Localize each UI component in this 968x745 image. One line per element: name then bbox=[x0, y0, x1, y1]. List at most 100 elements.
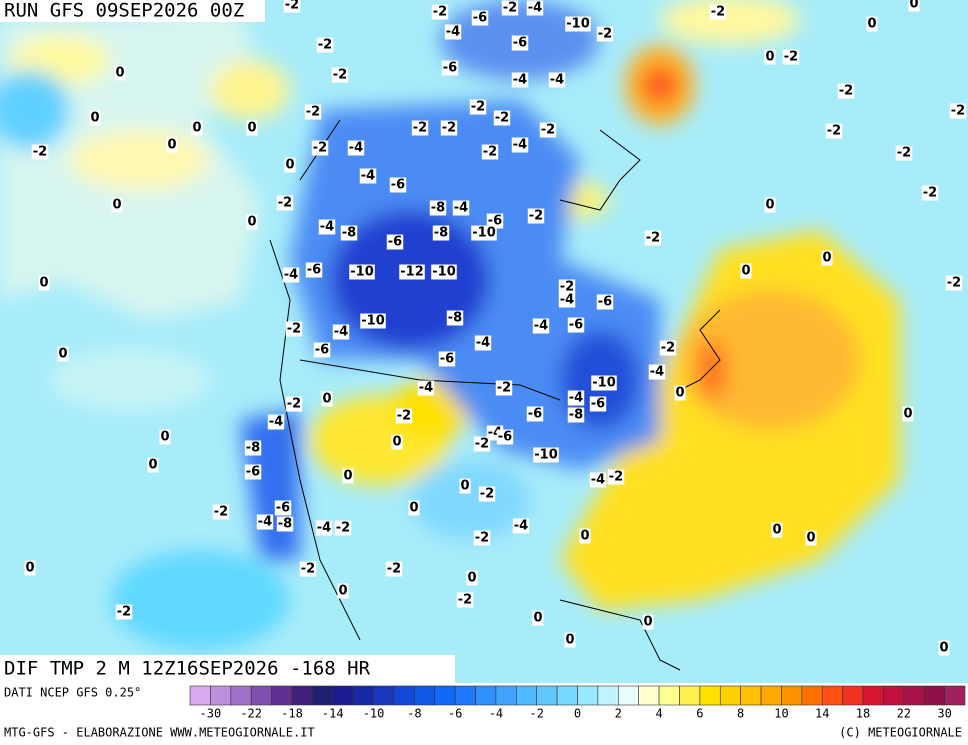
colorbar-tick-label: -22 bbox=[240, 707, 262, 721]
contour-label: -6 bbox=[569, 318, 583, 333]
contour-label-box bbox=[486, 213, 504, 229]
contour-label-box bbox=[446, 310, 464, 326]
contour-label: 0 bbox=[247, 121, 256, 136]
contour-label: -10 bbox=[592, 376, 616, 391]
contour-label-box bbox=[305, 262, 323, 278]
contour-label: -4 bbox=[284, 268, 298, 283]
contour-label-box bbox=[539, 122, 557, 138]
contour-label: -2 bbox=[497, 381, 511, 396]
contour-label-box bbox=[596, 26, 614, 42]
contour-label-box bbox=[38, 275, 50, 291]
colorbar-swatch bbox=[556, 685, 578, 706]
contour-label-box bbox=[452, 200, 470, 216]
contour-label: -2 bbox=[287, 322, 301, 337]
contour-label: -4 bbox=[446, 25, 460, 40]
contour-label-box bbox=[674, 385, 686, 401]
contour-label: 0 bbox=[167, 138, 176, 153]
contour-label-box bbox=[159, 429, 171, 445]
contour-label: -2 bbox=[827, 124, 841, 139]
colorbar-swatch bbox=[658, 685, 680, 706]
contour-label: 0 bbox=[247, 215, 256, 230]
contour-label-box bbox=[558, 279, 576, 295]
contour-label: -2 bbox=[387, 562, 401, 577]
contour-label-box bbox=[471, 225, 497, 241]
contour-label-box bbox=[567, 390, 585, 406]
contour-label: -2 bbox=[336, 521, 350, 536]
copyright: (C) METEOGIORNALE bbox=[839, 726, 962, 740]
contour-label: -8 bbox=[278, 517, 292, 532]
contour-label: -2 bbox=[117, 605, 131, 620]
contour-label-box bbox=[431, 4, 449, 20]
contour-label: -2 bbox=[285, 0, 299, 13]
contour-label: -4 bbox=[528, 1, 542, 16]
contour-label: -2 bbox=[313, 141, 327, 156]
contour-label: -2 bbox=[475, 437, 489, 452]
colorbar-swatch bbox=[719, 685, 741, 706]
contour-label: 0 bbox=[867, 17, 876, 32]
contour-label: -2 bbox=[33, 145, 47, 160]
colorbar-tick-label: -2 bbox=[529, 707, 543, 721]
contour-label: -4 bbox=[349, 141, 363, 156]
contour-label-box bbox=[244, 440, 262, 456]
contour-label: 0 bbox=[772, 523, 781, 538]
contour-label-box bbox=[495, 380, 513, 396]
contour-label: -2 bbox=[560, 280, 574, 295]
boundaries bbox=[269, 119, 721, 671]
contour-label: 0 bbox=[741, 264, 750, 279]
colorbar-swatch bbox=[250, 685, 272, 706]
contour-label: -4 bbox=[550, 73, 564, 88]
contour-label: -4 bbox=[476, 336, 490, 351]
colorbar-tick-label: 4 bbox=[655, 707, 662, 721]
colorbar-swatch bbox=[740, 685, 762, 706]
contour-label-box bbox=[408, 500, 420, 516]
contour-label: -2 bbox=[318, 38, 332, 53]
colorbar-swatch bbox=[352, 685, 374, 706]
contour-label-box bbox=[512, 518, 530, 534]
contour-label: -4 bbox=[513, 138, 527, 153]
colorbar-tick-label: 22 bbox=[897, 707, 911, 721]
contour-label: -4 bbox=[361, 169, 375, 184]
contour-label-box bbox=[659, 340, 677, 356]
contour-label: 0 bbox=[533, 611, 542, 626]
contour-label: -2 bbox=[947, 276, 961, 291]
contour-label-box bbox=[526, 0, 544, 16]
contour-label: -10 bbox=[361, 314, 385, 329]
contour-label: -10 bbox=[472, 226, 496, 241]
colorbar-tick-label: -6 bbox=[448, 707, 462, 721]
contour-label: -2 bbox=[278, 196, 292, 211]
colorbar-swatch bbox=[638, 685, 660, 706]
contour-label-box bbox=[276, 195, 294, 211]
contour-label-box bbox=[299, 561, 317, 577]
contour-label: 0 bbox=[765, 50, 774, 65]
contour-label-box bbox=[642, 614, 654, 630]
colorbar-tick-label: 18 bbox=[856, 707, 870, 721]
colorbar-swatch bbox=[536, 685, 558, 706]
contour-label: 0 bbox=[25, 561, 34, 576]
contour-label: -2 bbox=[397, 409, 411, 424]
contour-label: -2 bbox=[923, 186, 937, 201]
colorbar-swatch bbox=[189, 685, 211, 706]
contour-label-box bbox=[579, 528, 591, 544]
colorbar-swatch bbox=[373, 685, 395, 706]
contour-label-box bbox=[342, 468, 354, 484]
contour-label: -6 bbox=[440, 352, 454, 367]
contour-label-box bbox=[441, 60, 459, 76]
colorbar-swatch bbox=[597, 685, 619, 706]
header-box bbox=[0, 0, 265, 22]
contour-label-box bbox=[782, 49, 800, 65]
colorbar-swatch bbox=[842, 685, 864, 706]
contour-label-box bbox=[644, 230, 662, 246]
contour-label-box bbox=[411, 120, 429, 136]
colorbar-swatch bbox=[454, 685, 476, 706]
data-source: DATI NCEP GFS 0.25° bbox=[4, 686, 141, 700]
contour-label-box bbox=[938, 640, 950, 656]
contour-label: -2 bbox=[413, 121, 427, 136]
contour-label-box bbox=[432, 225, 450, 241]
contour-label: -4 bbox=[269, 415, 283, 430]
contour-label: -10 bbox=[432, 265, 456, 280]
contour-label: -4 bbox=[560, 293, 574, 308]
contour-label: 0 bbox=[467, 571, 476, 586]
contour-label-box bbox=[386, 234, 404, 250]
contour-label-box bbox=[115, 604, 133, 620]
